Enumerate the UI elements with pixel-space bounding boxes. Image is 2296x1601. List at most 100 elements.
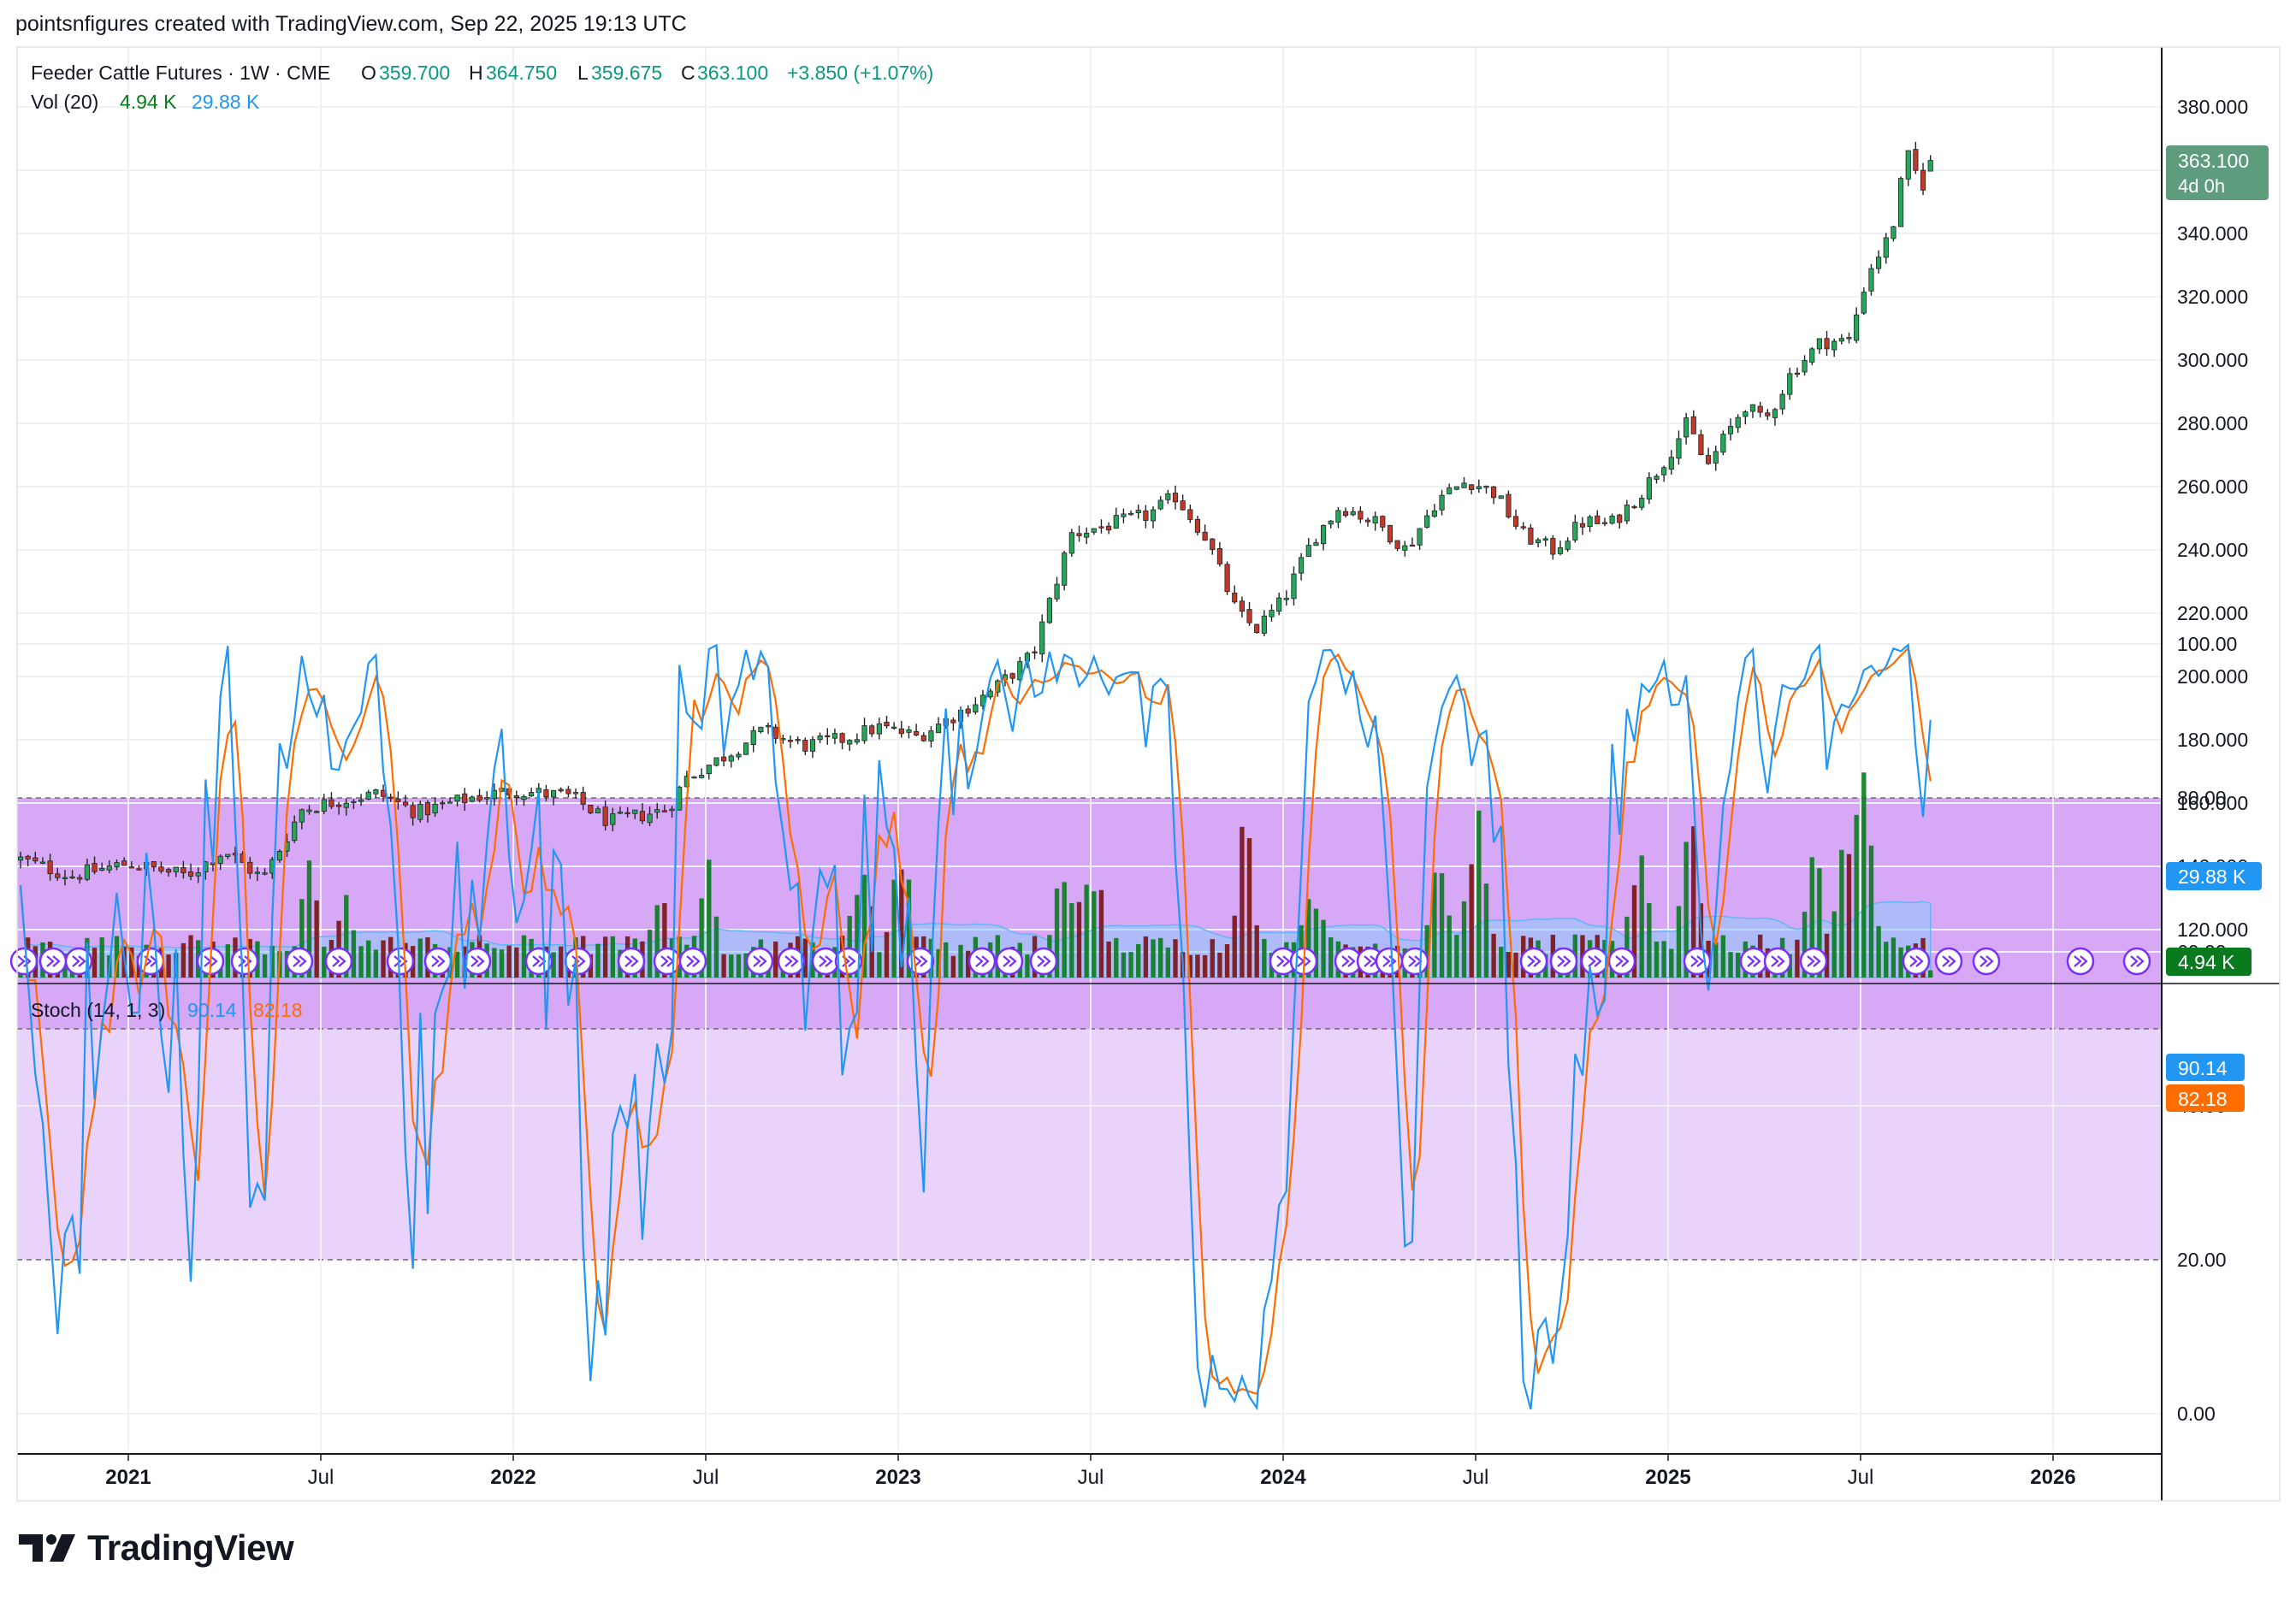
event-icon[interactable] xyxy=(1549,947,1578,976)
candle-body xyxy=(1106,525,1112,531)
event-icon[interactable] xyxy=(64,947,93,976)
candle-body xyxy=(1187,509,1193,520)
event-icon[interactable] xyxy=(1400,947,1429,976)
volume-bar xyxy=(373,949,379,978)
legend-l-value: 359.675 xyxy=(591,62,662,84)
event-icon[interactable] xyxy=(811,947,840,976)
stoch-lines xyxy=(19,642,1932,1411)
event-icon[interactable] xyxy=(777,947,806,976)
volume-bar xyxy=(1224,944,1230,978)
volume-bar xyxy=(906,879,912,978)
last-price-badge: 363.100 4d 0h xyxy=(2166,145,2269,200)
event-icon[interactable] xyxy=(1519,947,1548,976)
time-tick-label: 2021 xyxy=(105,1466,151,1489)
event-markers[interactable] xyxy=(9,947,2151,976)
candle-body xyxy=(595,808,601,813)
event-icon[interactable] xyxy=(285,947,314,976)
candle-body xyxy=(1335,510,1341,523)
candle-body xyxy=(1224,564,1230,593)
candle-body xyxy=(114,862,120,867)
candle-body xyxy=(247,861,253,874)
volume-bar xyxy=(1661,941,1666,978)
candle-body xyxy=(254,871,261,874)
event-icon[interactable] xyxy=(968,947,997,976)
event-icon[interactable] xyxy=(1972,947,2001,976)
candle-body xyxy=(373,789,379,795)
candle-body xyxy=(417,803,423,820)
event-icon[interactable] xyxy=(1902,947,1931,976)
candle-body xyxy=(639,811,646,822)
candle-body xyxy=(1342,511,1349,517)
volume-bar xyxy=(559,946,564,978)
event-icon-glyph xyxy=(431,955,446,967)
candle-body xyxy=(1639,498,1645,508)
volume-bar xyxy=(1195,954,1200,978)
event-icon[interactable] xyxy=(617,947,646,976)
volume-bar xyxy=(514,947,519,978)
event-icon[interactable] xyxy=(1934,947,1963,976)
volume-bar xyxy=(129,947,134,978)
chart-frame xyxy=(16,46,2281,1502)
event-icon[interactable] xyxy=(230,947,259,976)
event-icon[interactable] xyxy=(1269,947,1298,976)
event-icon[interactable] xyxy=(2066,947,2095,976)
volume-bar xyxy=(721,954,726,978)
event-icon[interactable] xyxy=(678,947,707,976)
event-icon[interactable] xyxy=(1763,947,1792,976)
candle-body xyxy=(802,740,808,752)
candle-body xyxy=(1617,514,1623,523)
event-icon[interactable] xyxy=(564,947,593,976)
event-icon[interactable] xyxy=(1607,947,1636,976)
candle-body xyxy=(580,792,586,805)
candle-body xyxy=(1654,476,1660,480)
candle-body xyxy=(128,866,134,869)
tradingview-logo[interactable]: TradingView xyxy=(17,1527,294,1569)
event-icon[interactable] xyxy=(38,947,68,976)
legend-vol-ma: 29.88 K xyxy=(192,91,260,113)
event-icon[interactable] xyxy=(1029,947,1058,976)
candle-body xyxy=(1068,532,1074,554)
event-icon[interactable] xyxy=(324,947,353,976)
volume-bar xyxy=(166,954,171,978)
candle-body xyxy=(965,708,971,714)
candle-body xyxy=(1313,542,1319,546)
event-icon[interactable] xyxy=(1580,947,1609,976)
volume-bar xyxy=(1809,857,1814,978)
svg-text:29.88 K: 29.88 K xyxy=(2178,865,2246,888)
candle-body xyxy=(513,795,519,799)
event-icon[interactable] xyxy=(1375,947,1404,976)
svg-text:82.18: 82.18 xyxy=(2178,1088,2228,1110)
volume-bar xyxy=(1246,838,1252,978)
event-icon[interactable] xyxy=(2122,947,2151,976)
tradingview-logo-icon xyxy=(19,1534,75,1562)
volume-bar xyxy=(180,942,186,978)
price-candles[interactable] xyxy=(17,141,1933,886)
event-icon[interactable] xyxy=(834,947,863,976)
time-tick-label: 2024 xyxy=(1260,1466,1306,1489)
candle-body xyxy=(1447,487,1453,494)
volume-bar xyxy=(262,954,268,978)
event-icon[interactable] xyxy=(1739,947,1768,976)
svg-text:4d 0h: 4d 0h xyxy=(2178,175,2225,197)
event-icon[interactable] xyxy=(386,947,415,976)
candle-body xyxy=(550,789,557,798)
candle-body xyxy=(1469,484,1475,490)
event-icon[interactable] xyxy=(463,947,492,976)
candle-body xyxy=(1194,518,1201,533)
vol-ma-badge: 29.88 K xyxy=(2166,862,2262,890)
volume-bar xyxy=(1424,925,1429,978)
candle-body xyxy=(1424,515,1430,528)
event-icon[interactable] xyxy=(1799,947,1828,976)
legend-h-label: H xyxy=(469,62,483,84)
candle-body xyxy=(521,795,527,800)
event-icon[interactable] xyxy=(9,947,38,976)
candle-body xyxy=(99,867,105,871)
event-icon[interactable] xyxy=(423,947,453,976)
event-icon[interactable] xyxy=(524,947,553,976)
candle-body xyxy=(1749,404,1756,412)
event-icon[interactable] xyxy=(995,947,1024,976)
candle-body xyxy=(365,791,371,800)
event-icon[interactable] xyxy=(745,947,774,976)
candle-body xyxy=(1579,523,1586,528)
